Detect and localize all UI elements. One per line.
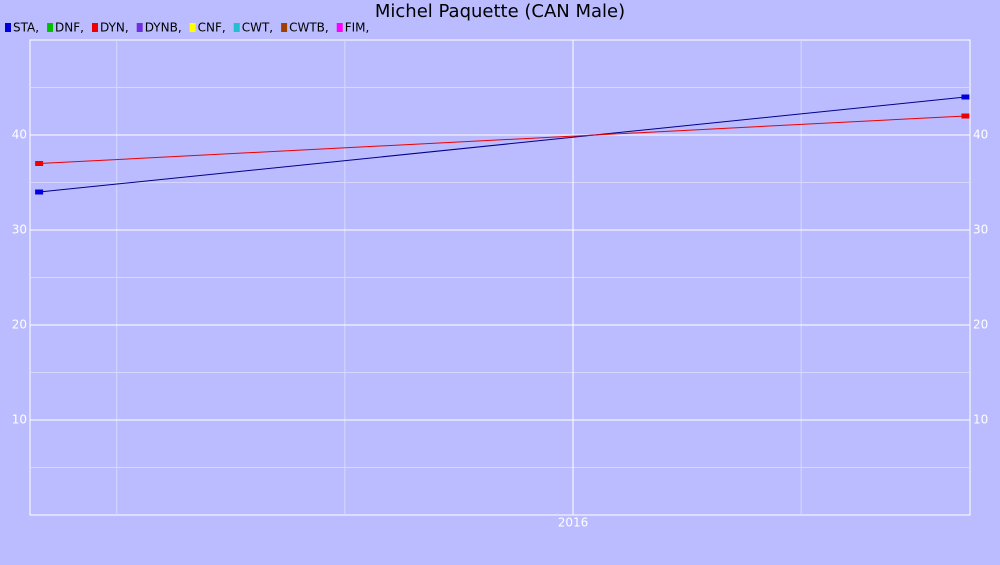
legend-swatch bbox=[47, 23, 54, 32]
legend-label: CWT, bbox=[242, 21, 273, 35]
y-tick-label-right: 30 bbox=[973, 223, 988, 237]
y-tick-label: 40 bbox=[12, 128, 27, 142]
legend-swatch bbox=[336, 23, 343, 32]
series-line bbox=[39, 96, 966, 193]
legend-label: CWTB, bbox=[289, 21, 329, 35]
series-line bbox=[39, 115, 966, 164]
y-tick-label-right: 10 bbox=[973, 413, 988, 427]
y-tick-label: 10 bbox=[12, 413, 27, 427]
y-tick-label: 30 bbox=[12, 223, 27, 237]
point-marker bbox=[961, 113, 970, 119]
chart-title: Michel Paquette (CAN Male) bbox=[375, 1, 625, 22]
legend-swatch bbox=[5, 23, 11, 32]
legend-label: DYNB, bbox=[145, 21, 182, 35]
legend-label: DNF, bbox=[55, 21, 84, 35]
y-tick-label: 20 bbox=[12, 318, 27, 332]
point-marker bbox=[35, 189, 44, 195]
legend-swatch bbox=[91, 23, 98, 32]
legend-swatch bbox=[281, 23, 288, 32]
legend-swatch bbox=[136, 23, 143, 32]
legend-label: DYN, bbox=[100, 21, 129, 35]
point-marker bbox=[35, 161, 44, 166]
legend-label: CNF, bbox=[198, 21, 226, 35]
legend-label: FIM, bbox=[345, 21, 370, 35]
y-tick-label-right: 20 bbox=[973, 318, 988, 332]
point-marker bbox=[961, 94, 970, 100]
legend-label: STA, bbox=[13, 21, 39, 35]
legend-swatch bbox=[233, 23, 240, 32]
y-tick-label-right: 40 bbox=[973, 128, 988, 142]
x-tick-label: 2016 bbox=[558, 516, 589, 530]
legend-swatch bbox=[189, 23, 196, 32]
